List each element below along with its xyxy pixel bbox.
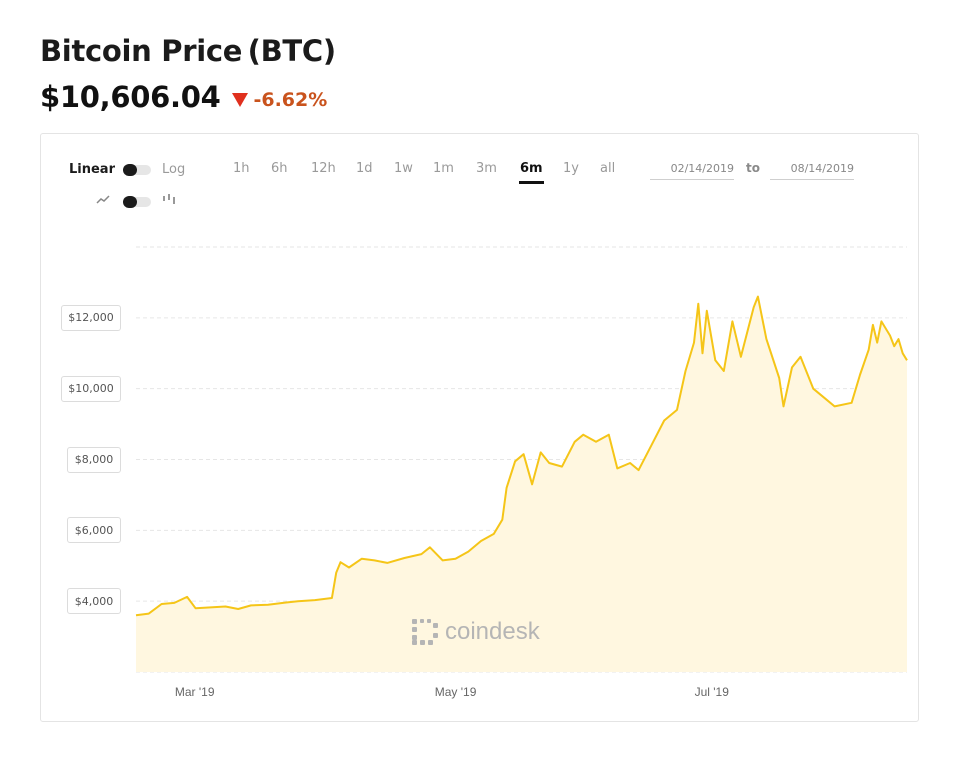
watermark-text: coindesk: [445, 618, 540, 645]
price-row: $10,606.04 -6.62%: [40, 80, 327, 114]
range-6m[interactable]: 6m: [519, 161, 544, 184]
range-all[interactable]: all: [600, 161, 616, 176]
price-change-value: -6.62%: [253, 89, 328, 111]
candlestick-icon[interactable]: [162, 193, 176, 208]
scale-toggle[interactable]: [123, 164, 151, 176]
range-1h[interactable]: 1h: [233, 161, 250, 176]
scale-linear-label[interactable]: Linear: [69, 162, 115, 177]
y-tick-label: $12,000: [61, 304, 121, 331]
price-chart[interactable]: [41, 134, 918, 721]
coindesk-logo-icon: [412, 619, 438, 645]
y-tick-label: $8,000: [67, 446, 121, 473]
chart-type-toggle[interactable]: [123, 196, 151, 208]
date-to-field[interactable]: 08/14/2019: [770, 162, 854, 180]
down-triangle-icon: [232, 93, 249, 107]
chart-card: Linear Log 1h 6h 12h 1d 1w 1m 3m 6m 1y a…: [40, 133, 919, 722]
y-tick-label: $10,000: [61, 375, 121, 402]
page-title: Bitcoin Price (BTC): [40, 34, 336, 68]
range-1y[interactable]: 1y: [563, 161, 579, 176]
range-1m[interactable]: 1m: [433, 161, 454, 176]
date-from-field[interactable]: 02/14/2019: [650, 162, 734, 180]
y-tick-label: $4,000: [67, 588, 121, 615]
x-tick-label: Jul '19: [694, 685, 729, 699]
range-1w[interactable]: 1w: [394, 161, 413, 176]
range-3m[interactable]: 3m: [476, 161, 497, 176]
date-to-label: to: [746, 161, 760, 175]
x-tick-label: May '19: [434, 685, 477, 699]
line-chart-icon[interactable]: [96, 194, 110, 208]
range-1d[interactable]: 1d: [356, 161, 373, 176]
price-line: [135, 295, 908, 617]
price-change: -6.62%: [232, 89, 327, 111]
range-6h[interactable]: 6h: [271, 161, 288, 176]
scale-log-label[interactable]: Log: [162, 162, 186, 177]
coindesk-watermark: coindesk: [411, 618, 540, 646]
y-tick-label: $6,000: [67, 517, 121, 544]
range-12h[interactable]: 12h: [311, 161, 336, 176]
x-tick-label: Mar '19: [174, 685, 215, 699]
current-price: $10,606.04: [40, 80, 221, 114]
price-area: [136, 296, 907, 672]
